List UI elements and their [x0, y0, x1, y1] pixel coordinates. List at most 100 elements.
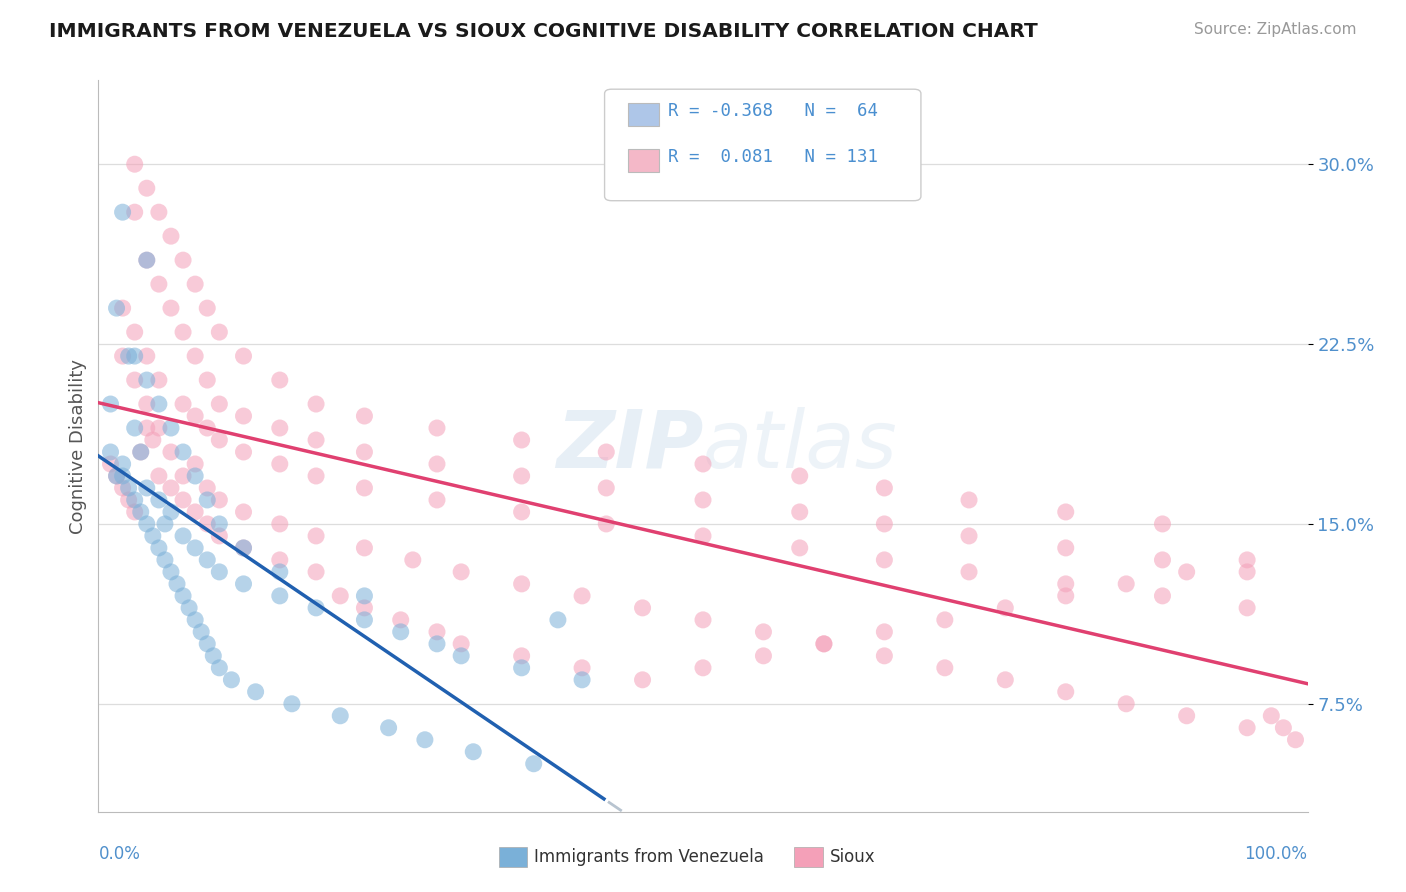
Point [269, 457, 291, 471]
Point [118, 492, 141, 507]
Text: Source: ZipAtlas.com: Source: ZipAtlas.com [1194, 22, 1357, 37]
Point [389, 613, 412, 627]
Point [1260, 708, 1282, 723]
Point [426, 457, 449, 471]
Point [1175, 708, 1198, 723]
Point [100, 445, 122, 459]
Point [1272, 721, 1295, 735]
Point [1152, 516, 1174, 531]
Point [353, 409, 375, 423]
Point [221, 673, 243, 687]
Point [873, 553, 896, 567]
Y-axis label: Cognitive Disability: Cognitive Disability [69, 359, 87, 533]
Point [172, 253, 194, 268]
Point [135, 421, 157, 435]
Point [873, 516, 896, 531]
Point [329, 589, 352, 603]
Point [195, 492, 218, 507]
Point [111, 457, 134, 471]
Point [1054, 577, 1077, 591]
Point [232, 541, 254, 555]
Point [281, 697, 304, 711]
Point [153, 553, 176, 567]
Point [873, 481, 896, 495]
Point [208, 397, 231, 411]
Point [232, 505, 254, 519]
Point [135, 253, 157, 268]
Point [105, 469, 128, 483]
Point [148, 397, 170, 411]
Point [124, 421, 146, 435]
Point [269, 373, 291, 387]
Point [135, 373, 157, 387]
Point [195, 481, 218, 495]
Point [208, 492, 231, 507]
Text: Sioux: Sioux [830, 848, 875, 866]
Point [129, 445, 152, 459]
Point [957, 529, 980, 543]
Point [166, 577, 188, 591]
Text: atlas: atlas [703, 407, 898, 485]
Point [413, 732, 436, 747]
Point [631, 673, 654, 687]
Point [426, 492, 449, 507]
Point [269, 516, 291, 531]
Point [160, 481, 183, 495]
Point [1054, 505, 1077, 519]
Point [523, 756, 546, 771]
Point [184, 409, 207, 423]
Point [269, 589, 291, 603]
Point [172, 589, 194, 603]
Point [172, 397, 194, 411]
Point [148, 421, 170, 435]
Point [142, 529, 165, 543]
Point [510, 661, 533, 675]
Point [595, 445, 617, 459]
Point [789, 505, 811, 519]
Point [148, 541, 170, 555]
Point [353, 600, 375, 615]
Point [129, 505, 152, 519]
Point [353, 613, 375, 627]
Point [232, 445, 254, 459]
Point [994, 673, 1017, 687]
Point [172, 325, 194, 339]
Point [153, 516, 176, 531]
Point [305, 397, 328, 411]
Point [450, 565, 472, 579]
Point [148, 373, 170, 387]
Point [179, 600, 201, 615]
Point [208, 529, 231, 543]
Point [426, 624, 449, 639]
Point [957, 492, 980, 507]
Point [571, 673, 593, 687]
Point [1175, 565, 1198, 579]
Point [692, 661, 714, 675]
Point [135, 253, 157, 268]
Point [571, 661, 593, 675]
Point [510, 648, 533, 663]
Text: R = -0.368   N =  64: R = -0.368 N = 64 [668, 102, 877, 120]
Point [135, 516, 157, 531]
Point [269, 565, 291, 579]
Point [160, 505, 183, 519]
Point [124, 349, 146, 363]
Point [135, 481, 157, 495]
Point [160, 445, 183, 459]
Point [172, 529, 194, 543]
Point [752, 648, 775, 663]
Point [377, 721, 399, 735]
Point [111, 349, 134, 363]
Point [692, 492, 714, 507]
Point [692, 457, 714, 471]
Point [1236, 600, 1258, 615]
Point [148, 469, 170, 483]
Point [305, 600, 328, 615]
Point [305, 565, 328, 579]
Point [329, 708, 352, 723]
Point [813, 637, 835, 651]
Point [1152, 589, 1174, 603]
Point [208, 433, 231, 447]
Point [1115, 577, 1137, 591]
Point [172, 469, 194, 483]
